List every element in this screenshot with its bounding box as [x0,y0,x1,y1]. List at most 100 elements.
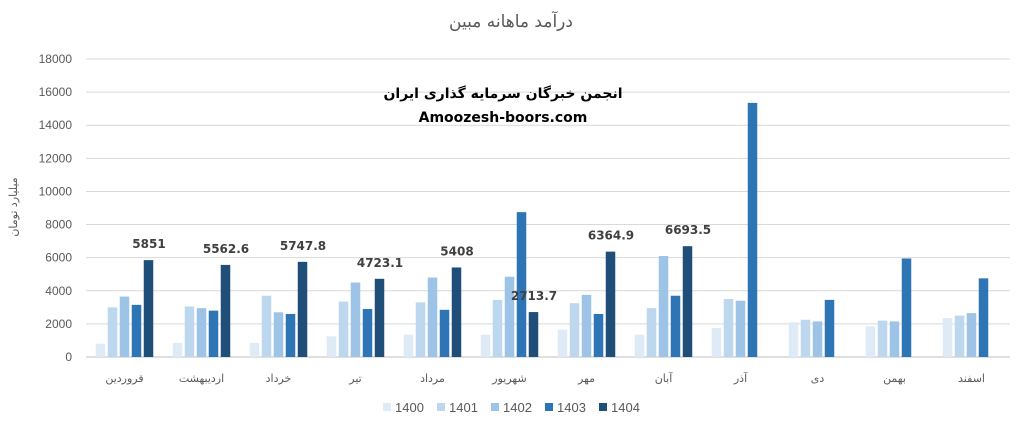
y-tick-label: 4000 [45,284,72,298]
x-category-label: مهر [577,372,595,385]
data-label: 5747.8 [280,239,326,253]
bar-1401 [800,319,811,357]
bar-1404 [451,267,462,357]
bar-1403 [747,102,758,357]
data-label: 5408 [440,244,473,258]
bar-1404 [143,260,154,357]
legend-swatch-1401 [437,403,445,411]
y-tick-label: 6000 [45,251,72,265]
y-tick-label: 14000 [39,118,73,132]
bar-1402 [889,321,900,357]
bar-1403 [131,304,142,357]
watermark-line-1: انجمن خبرگان سرمایه گذاری ایران [383,85,622,102]
bar-1404 [220,264,231,357]
bar-1401 [107,307,118,357]
gridlines [86,58,1010,358]
x-category-label: خرداد [266,372,292,385]
y-tick-label: 18000 [39,52,73,66]
bar-1401 [415,302,426,357]
bar-1402 [119,296,130,357]
bar-1404 [605,251,616,357]
x-category-label: دی [811,372,825,385]
bar-1402 [504,276,515,357]
bar-1404 [374,278,385,357]
x-category-label: آذر [733,371,748,385]
bar-1400 [711,328,722,357]
bar-1404 [297,261,308,357]
bar-1402 [350,282,361,357]
y-axis-ticks: 0 2000 4000 6000 8000 10000 12000 14000 16000 180… [39,52,73,364]
legend-label: 1402 [503,400,532,415]
data-labels: 5851 5562.6 5747.8 4723.1 5408 2713.7 6364.9 66… [132,223,711,303]
bar-1400 [95,343,106,357]
legend-label: 1404 [611,400,640,415]
data-label: 6364.9 [588,229,634,243]
legend-swatch-1400 [383,403,391,411]
legend-label: 1401 [449,400,478,415]
legend-swatch-1403 [545,403,553,411]
bar-1402 [273,312,284,357]
bar-1402 [196,308,207,357]
bar-1403 [362,308,373,357]
legend-label: 1400 [395,400,424,415]
bar-1401 [261,295,272,357]
bar-1404 [528,312,539,357]
x-category-label: تیر [348,372,361,385]
bar-1401 [338,301,349,357]
y-tick-label: 2000 [45,317,72,331]
y-tick-label: 8000 [45,218,72,232]
bar-1401 [954,315,965,357]
bar-1400 [865,326,876,357]
y-tick-label: 10000 [39,184,73,198]
x-axis-categories: فروردین اردیبهشت خرداد تیر مرداد شهریور مهر آبا… [105,371,985,385]
bar-1401 [723,299,734,357]
bar-1402 [427,277,438,357]
bar-1400 [634,334,645,357]
bar-1404 [682,246,693,357]
x-category-label: اسفند [958,372,985,385]
bar-1403 [901,258,912,357]
y-tick-label: 0 [65,350,72,364]
bar-1400 [942,318,953,357]
bar-1402 [735,300,746,357]
x-category-label: آبان [655,371,673,385]
x-category-label: مرداد [420,372,445,385]
bar-1401 [877,320,888,357]
data-label: 2713.7 [511,289,557,303]
bar-1400 [326,336,337,357]
data-label: 5851 [132,237,165,251]
bar-1403 [285,313,296,357]
bar-1400 [403,334,414,357]
legend-label: 1403 [557,400,586,415]
bar-1403 [516,212,527,357]
chart-title: درآمد ماهانه مبین [449,10,573,32]
bar-1400 [480,334,491,357]
bar-1401 [646,308,657,357]
y-tick-label: 12000 [39,151,73,165]
data-label: 5562.6 [203,242,249,256]
bar-1400 [557,329,568,357]
legend-swatch-1402 [491,403,499,411]
x-category-label: بهمن [883,372,906,385]
bar-1403 [208,310,219,357]
bar-1403 [439,309,450,357]
data-label: 4723.1 [357,256,403,270]
x-category-label: اردیبهشت [179,372,224,385]
data-label: 6693.5 [665,223,711,237]
bar-1402 [966,313,977,357]
x-category-label: فروردین [105,372,143,385]
bar-1402 [812,321,823,357]
bar-1403 [978,278,989,357]
bar-1400 [172,342,183,357]
bar-1402 [658,256,669,357]
watermark-line-2: Amoozesh-boors.com [419,110,588,126]
bar-1403 [593,313,604,357]
bars [95,102,989,357]
bar-1401 [492,299,503,357]
legend: 1400 1401 1402 1403 1404 [383,400,640,415]
bar-1403 [670,295,681,357]
legend-swatch-1404 [599,403,607,411]
bar-1401 [569,303,580,357]
bar-1401 [184,306,195,357]
